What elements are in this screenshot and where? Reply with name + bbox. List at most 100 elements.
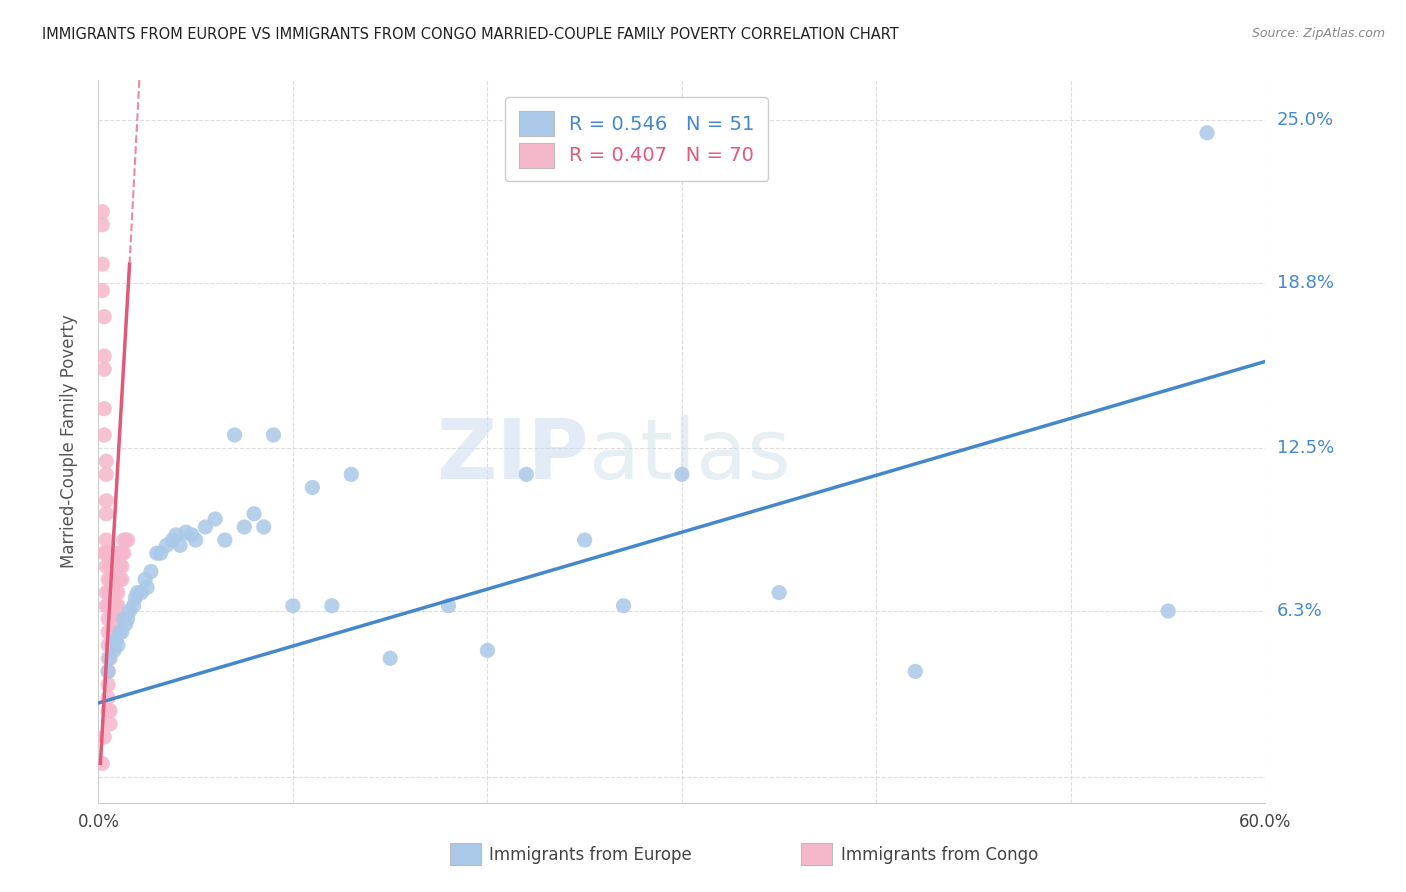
Point (107, 612, 129, 626)
Point (1195, 126, 1218, 140)
Point (101, 573, 124, 587)
Point (112, 533, 135, 547)
Point (98, 559, 121, 574)
Point (96, 533, 118, 547)
Point (97, 690, 120, 705)
Point (243, 507, 266, 521)
Point (96, 546, 118, 560)
Point (127, 585, 149, 599)
Point (124, 591, 146, 605)
Point (103, 585, 125, 599)
Point (91, 284, 114, 298)
Point (281, 599, 304, 613)
Text: 6.3%: 6.3% (1277, 602, 1322, 620)
Point (233, 520, 256, 534)
Point (93, 401, 115, 416)
Point (104, 573, 127, 587)
Y-axis label: Married-Couple Family Poverty: Married-Couple Family Poverty (59, 315, 77, 568)
Point (97, 651, 120, 665)
Point (96, 507, 118, 521)
Point (477, 643, 499, 657)
Point (97, 677, 120, 691)
Point (253, 520, 276, 534)
Point (104, 585, 127, 599)
Point (169, 538, 191, 552)
Point (107, 599, 129, 613)
Point (214, 533, 236, 547)
Text: Immigrants from Europe: Immigrants from Europe (489, 846, 692, 863)
Point (98, 651, 121, 665)
Point (613, 599, 636, 613)
Point (112, 612, 135, 626)
Point (301, 481, 323, 495)
Point (101, 638, 124, 652)
Point (103, 559, 125, 574)
Point (174, 525, 197, 540)
Point (96, 467, 118, 482)
Point (111, 573, 134, 587)
Legend: R = 0.546   N = 51, R = 0.407   N = 70: R = 0.546 N = 51, R = 0.407 N = 70 (505, 97, 768, 181)
Point (104, 625, 127, 640)
Point (103, 643, 125, 657)
Point (97, 704, 120, 718)
Point (114, 617, 136, 632)
Point (98, 585, 121, 599)
Point (134, 573, 156, 587)
Point (98, 599, 121, 613)
Text: ZIP: ZIP (436, 416, 589, 497)
Point (111, 625, 134, 640)
Point (515, 467, 537, 482)
Point (139, 565, 162, 579)
Point (98, 704, 121, 718)
Point (98, 717, 121, 731)
Point (111, 559, 134, 574)
Point (111, 546, 134, 560)
Point (224, 428, 246, 442)
Point (97, 625, 120, 640)
Text: Source: ZipAtlas.com: Source: ZipAtlas.com (1251, 27, 1385, 40)
Point (146, 546, 169, 560)
Point (93, 730, 115, 744)
Point (97, 665, 120, 679)
Point (91, 218, 114, 232)
Point (96, 454, 118, 468)
Point (97, 665, 120, 679)
Point (204, 512, 226, 526)
Point (93, 546, 115, 560)
Point (93, 349, 115, 363)
Point (768, 585, 790, 599)
Text: 12.5%: 12.5% (1277, 439, 1334, 457)
Point (118, 604, 141, 618)
Point (117, 612, 139, 626)
Point (129, 585, 152, 599)
Point (671, 467, 693, 482)
Point (904, 665, 927, 679)
Point (104, 559, 127, 574)
Point (117, 533, 139, 547)
Text: IMMIGRANTS FROM EUROPE VS IMMIGRANTS FROM CONGO MARRIED-COUPLE FAMILY POVERTY CO: IMMIGRANTS FROM EUROPE VS IMMIGRANTS FRO… (42, 27, 898, 42)
Point (122, 599, 145, 613)
Point (180, 528, 202, 542)
Point (104, 632, 127, 647)
Point (194, 520, 217, 534)
Point (262, 428, 284, 442)
Point (107, 638, 129, 652)
Point (107, 559, 129, 574)
Point (574, 533, 596, 547)
Point (107, 546, 129, 560)
Point (321, 599, 343, 613)
Point (101, 599, 124, 613)
Point (103, 546, 125, 560)
Point (97, 638, 120, 652)
Point (96, 559, 118, 574)
Point (97, 599, 120, 613)
Text: Immigrants from Congo: Immigrants from Congo (841, 846, 1038, 863)
Point (340, 467, 363, 482)
Point (108, 559, 131, 574)
Point (97, 612, 120, 626)
Point (97, 585, 120, 599)
Point (91, 204, 114, 219)
Point (108, 546, 131, 560)
Point (98, 546, 121, 560)
Point (155, 538, 177, 552)
